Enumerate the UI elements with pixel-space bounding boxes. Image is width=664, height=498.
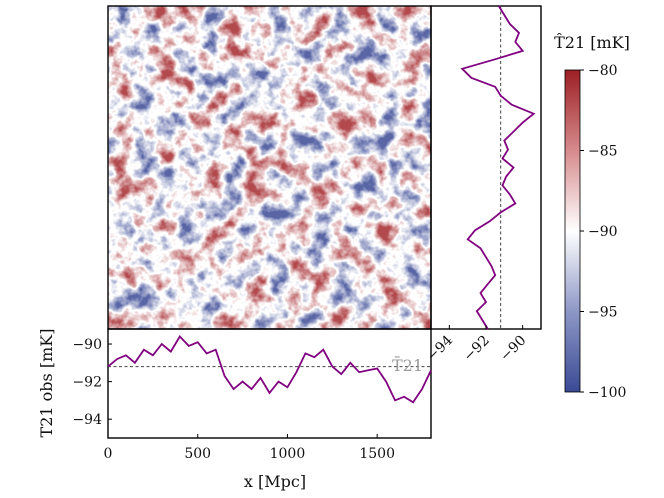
- bottom-ytick-label: −90: [72, 337, 102, 353]
- colorbar-tick-label: −80: [588, 63, 618, 79]
- mean-line-label: T̄21: [392, 354, 423, 375]
- bottom-profile-line: [107, 335, 432, 404]
- colorbar-tick-label: −95: [588, 305, 618, 321]
- bottom-xtick-label: 0: [104, 446, 113, 462]
- right-profile-panel: −94 −92 −90: [424, 5, 542, 365]
- colorbar-tick-label: −85: [588, 144, 618, 160]
- map-field: [108, 6, 431, 329]
- bottom-ytick-label: −92: [72, 375, 102, 391]
- bottom-profile-yticks: −90 −92 −94: [72, 337, 112, 428]
- colorbar: T̂21 [mK] −80 −85 −90 −95 −100: [554, 33, 630, 401]
- bottom-ylabel: T21 obs [mK]: [37, 329, 56, 438]
- colorbar-gradient: [565, 70, 580, 392]
- bottom-xlabel: x [Mpc]: [244, 472, 306, 491]
- right-xtick-label: −92: [461, 333, 493, 365]
- bottom-profile-xticks: 0 500 1000 1500: [104, 434, 395, 462]
- main-map: [107, 5, 432, 330]
- colorbar-tick-label: −100: [588, 385, 626, 401]
- bottom-ytick-label: −94: [72, 412, 102, 428]
- right-profile-xticks: −94 −92 −90: [424, 325, 529, 365]
- right-xtick-label: −90: [497, 333, 529, 365]
- bottom-profile-panel: 0 500 1000 1500 −90 −92 −94 T̄21 x [Mpc] T21 …: [37, 328, 432, 491]
- right-xtick-label: −94: [424, 332, 456, 364]
- colorbar-tick-label: −90: [588, 224, 618, 240]
- bottom-xtick-label: 500: [184, 446, 211, 462]
- bottom-xtick-label: 1500: [359, 446, 395, 462]
- colorbar-ticks: −80 −85 −90 −95 −100: [580, 63, 626, 401]
- right-profile-frame: [430, 5, 542, 330]
- bottom-profile-frame: [107, 328, 432, 439]
- bottom-xtick-label: 1000: [270, 446, 306, 462]
- right-profile-line: [460, 5, 536, 330]
- colorbar-label: T̂21 [mK]: [554, 33, 630, 52]
